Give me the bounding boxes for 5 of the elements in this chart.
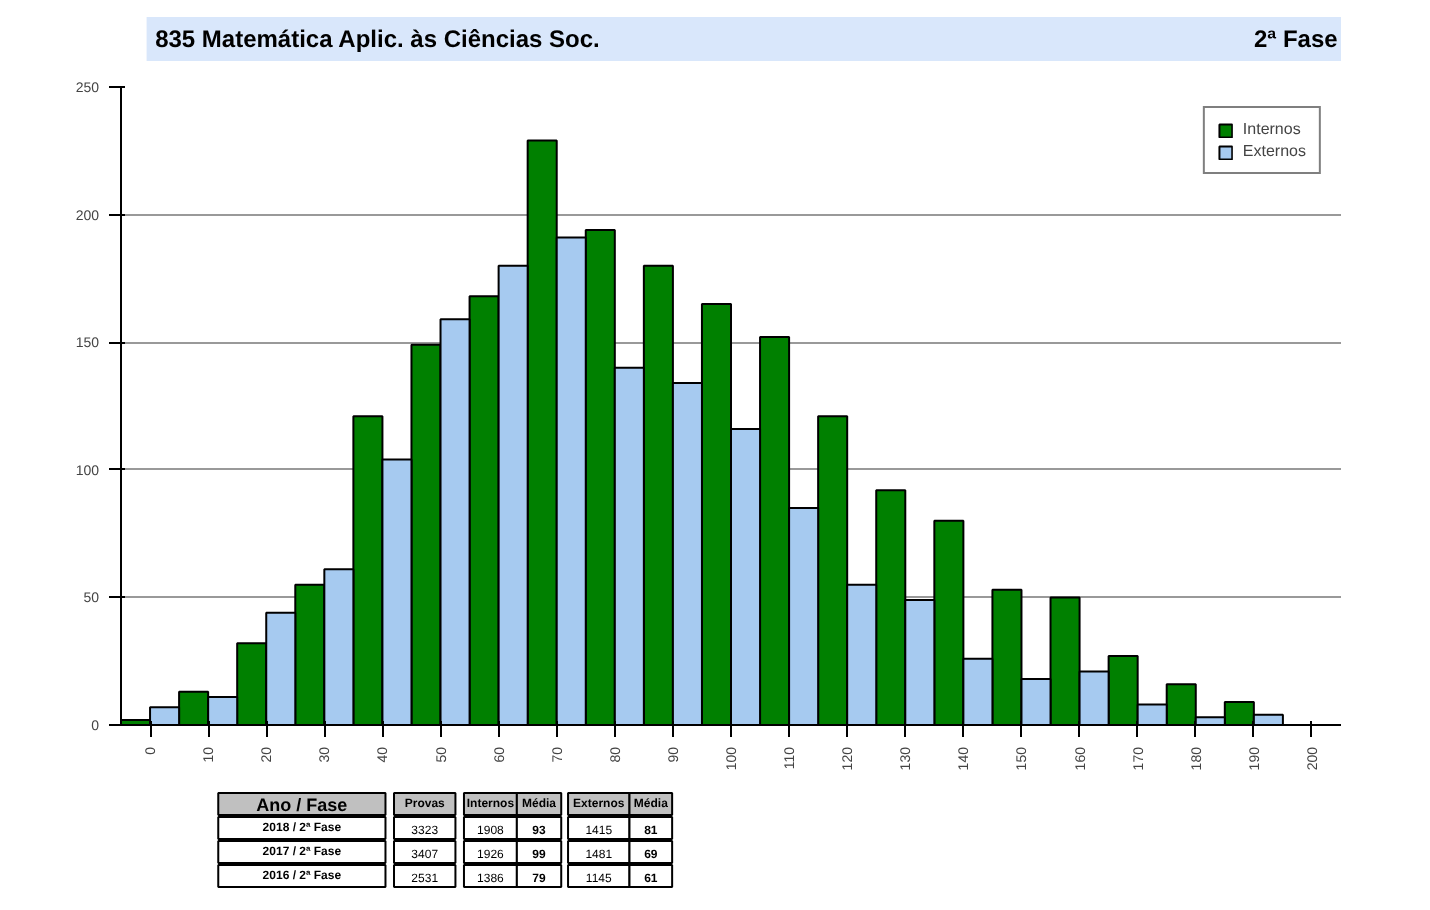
chart-title: 835 Matemática Aplic. às Ciências Soc. xyxy=(155,25,600,53)
text: Ano / Fase xyxy=(256,795,348,815)
legend-label: Internos xyxy=(1242,120,1301,138)
legend-label: Externos xyxy=(1242,142,1306,160)
chart-subtitle: 2ª Fase xyxy=(1253,25,1339,53)
